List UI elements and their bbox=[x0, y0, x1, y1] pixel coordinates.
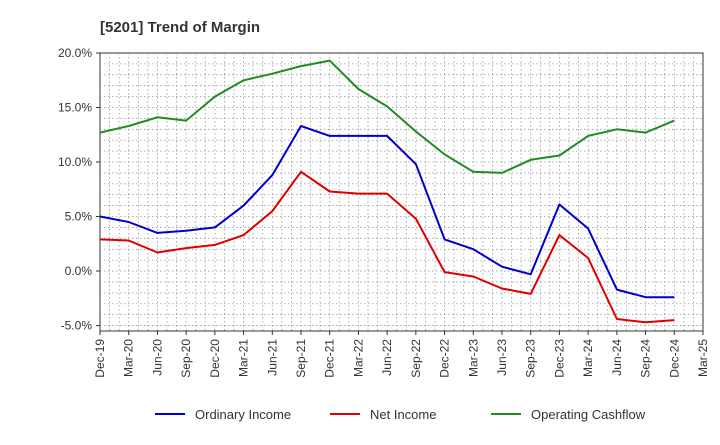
x-tick-label: Dec-21 bbox=[323, 339, 337, 378]
x-tick-label: Dec-19 bbox=[93, 339, 107, 378]
y-tick-label: 15.0% bbox=[58, 101, 92, 115]
legend-label-net-income: Net Income bbox=[370, 407, 436, 422]
x-tick-label: Sep-20 bbox=[179, 339, 193, 378]
y-tick-label: 0.0% bbox=[65, 264, 93, 278]
legend-label-ordinary-income: Ordinary Income bbox=[195, 407, 291, 422]
series-line-net-income bbox=[99, 170, 675, 324]
legend-label-operating-cashflow: Operating Cashflow bbox=[531, 407, 646, 422]
x-tick-label: Sep-23 bbox=[524, 339, 538, 378]
x-tick-label: Dec-24 bbox=[667, 339, 681, 378]
series-layer bbox=[99, 59, 675, 324]
chart-title: [5201] Trend of Margin bbox=[100, 19, 260, 36]
series-line-operating-cashflow bbox=[99, 59, 675, 174]
x-tick-label: Mar-22 bbox=[351, 339, 365, 377]
y-tick-label: -5.0% bbox=[61, 319, 93, 333]
x-tick-label: Jun-21 bbox=[265, 339, 279, 376]
y-tick-label: 5.0% bbox=[65, 210, 93, 224]
x-tick-label: Mar-25 bbox=[696, 339, 710, 377]
x-tick-label: Sep-24 bbox=[639, 339, 653, 378]
legend: Ordinary Income Net Income Operating Cashf… bbox=[155, 407, 646, 422]
axis-layer: 20.0% 15.0% 10.0% 5.0% 0.0% -5.0%Dec-19 Mar-20… bbox=[58, 46, 710, 378]
x-tick-label: Jun-20 bbox=[150, 339, 164, 376]
x-tick-label: Jun-24 bbox=[610, 339, 624, 376]
series-line-ordinary-income bbox=[99, 125, 675, 299]
x-tick-label: Sep-22 bbox=[409, 339, 423, 378]
y-tick-label: 10.0% bbox=[58, 155, 92, 169]
x-tick-label: Dec-22 bbox=[438, 339, 452, 378]
grid-layer bbox=[99, 52, 704, 332]
x-tick-label: Sep-21 bbox=[294, 339, 308, 378]
x-tick-label: Mar-20 bbox=[122, 339, 136, 377]
x-tick-label: Dec-20 bbox=[208, 339, 222, 378]
y-tick-label: 20.0% bbox=[58, 46, 92, 60]
plot-frame bbox=[99, 52, 704, 332]
x-tick-label: Jun-23 bbox=[495, 339, 509, 376]
x-tick-label: Mar-21 bbox=[237, 339, 251, 377]
x-tick-label: Mar-23 bbox=[466, 339, 480, 377]
x-tick-label: Jun-22 bbox=[380, 339, 394, 376]
x-tick-label: Dec-23 bbox=[552, 339, 566, 378]
x-tick-label: Mar-24 bbox=[581, 339, 595, 377]
